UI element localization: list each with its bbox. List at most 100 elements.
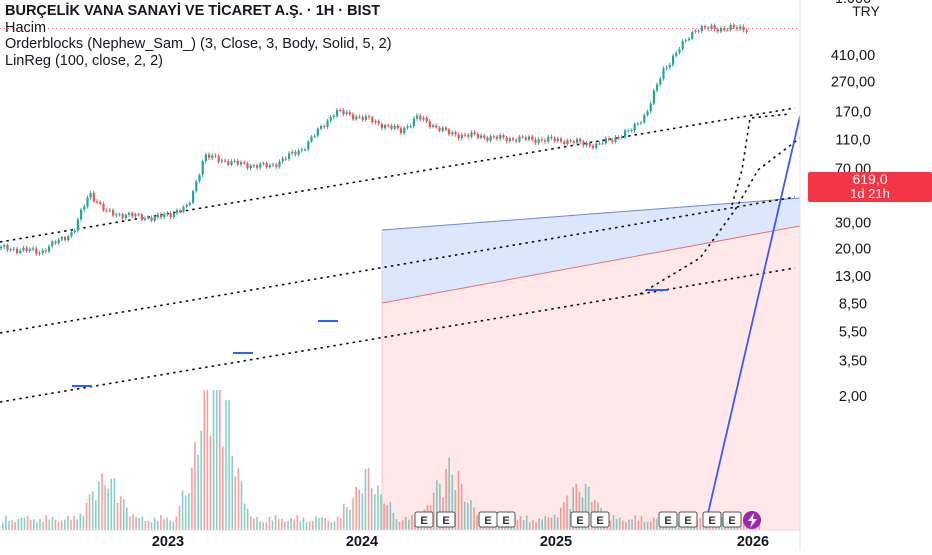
candle-body (0, 246, 3, 249)
candle-body (656, 84, 659, 91)
candle-body (668, 64, 671, 68)
volume-bar (256, 516, 258, 530)
earnings-marker-label: E (484, 515, 491, 527)
projection-line-1 (639, 137, 801, 295)
earnings-marker (570, 511, 590, 528)
volume-bar (405, 516, 407, 530)
currency-label[interactable]: TRY (852, 3, 880, 19)
volume-bar (327, 520, 330, 530)
volume-bar (5, 515, 7, 530)
candle-body (640, 122, 643, 124)
candle-body (291, 151, 294, 154)
volume-bar (742, 518, 745, 530)
volume-bar (70, 520, 72, 530)
volume-bar (281, 519, 283, 530)
volume-bar (547, 517, 550, 530)
candle-body (560, 138, 563, 142)
candle-body (284, 158, 287, 160)
volume-bar (560, 507, 562, 530)
volume-bar (166, 517, 168, 530)
time-tick-label: 2024 (346, 534, 378, 550)
candle-body (403, 127, 406, 134)
candle-body (688, 38, 691, 41)
candle-body (550, 136, 553, 139)
candle-body (483, 135, 486, 138)
volume-bar (11, 520, 13, 530)
candle-body (83, 206, 86, 210)
volume-bar (129, 516, 131, 530)
candle-body (361, 117, 364, 120)
candle-body (537, 139, 540, 143)
candle-body (649, 103, 652, 112)
candle-body (160, 214, 163, 218)
volume-indicator-label[interactable]: Hacim (5, 19, 47, 36)
candle-body (499, 134, 502, 139)
volume-bar (122, 499, 125, 530)
candle-body (518, 136, 521, 142)
volume-bar (649, 521, 652, 530)
price-axis-panel (800, 0, 932, 550)
candle-body (652, 90, 655, 104)
orderblocks-indicator-label[interactable]: Orderblocks (Nephew_Sam_) (3, Close, 3, … (5, 36, 392, 52)
candle-body (377, 120, 380, 124)
candle-body (201, 161, 204, 175)
time-tick-label: 2026 (737, 534, 769, 550)
volume-bar (563, 502, 565, 530)
volume-bar (253, 518, 255, 530)
candle-body (476, 134, 479, 138)
linreg-indicator-label[interactable]: LinReg (100, close, 2, 2) (5, 52, 163, 69)
candle-body (457, 134, 460, 139)
candle-body (710, 25, 713, 29)
volume-bar (231, 455, 233, 530)
volume-bar (237, 467, 240, 530)
candle-body (707, 27, 710, 29)
volume-bar (355, 486, 357, 530)
volume-bar (277, 519, 280, 530)
volume-bar (54, 520, 57, 530)
candle-body (22, 247, 25, 251)
last-price-value: 619,0 (852, 171, 888, 187)
earnings-marker (658, 511, 678, 528)
volume-bar (88, 494, 91, 530)
volume-bar (287, 520, 289, 530)
symbol-title[interactable]: BURÇELİK VANA SANAYİ VE TİCARET A.Ş. · 1… (5, 3, 381, 19)
candle-body (272, 164, 275, 166)
candle-body (275, 164, 278, 167)
candle-body (432, 125, 435, 127)
candle-body (716, 29, 719, 32)
candle-body (387, 125, 390, 127)
candle-body (144, 218, 147, 220)
earnings-marker-label: E (684, 515, 691, 527)
candle-body (636, 123, 639, 125)
candle-body (524, 137, 527, 140)
volume-bar (119, 496, 122, 530)
earnings-marker (678, 511, 698, 528)
candle-body (102, 203, 105, 211)
earnings-marker-label: E (708, 515, 715, 527)
volume-bar (622, 520, 624, 530)
candle-body (745, 30, 748, 32)
candle-body (608, 138, 611, 141)
earnings-marker (496, 511, 516, 528)
volume-bar (361, 493, 364, 530)
candle-body (496, 136, 499, 139)
candle-body (236, 160, 239, 165)
price-tick-label: 30,00 (835, 216, 871, 232)
volume-bar (141, 516, 144, 530)
volume-bar (525, 515, 528, 530)
volume-bar (343, 503, 345, 530)
volume-bar (324, 518, 326, 530)
volume-bar (274, 515, 277, 530)
linreg-upper-fill (382, 198, 800, 303)
candle-body (454, 132, 457, 135)
volume-bar (234, 476, 237, 530)
candle-body (521, 136, 524, 138)
time-tick-label: 2025 (540, 534, 572, 550)
volume-bar (172, 521, 175, 530)
volume-bar (240, 481, 243, 530)
volume-bar (544, 516, 547, 530)
candle-body (118, 214, 121, 216)
candle-body (614, 137, 617, 142)
